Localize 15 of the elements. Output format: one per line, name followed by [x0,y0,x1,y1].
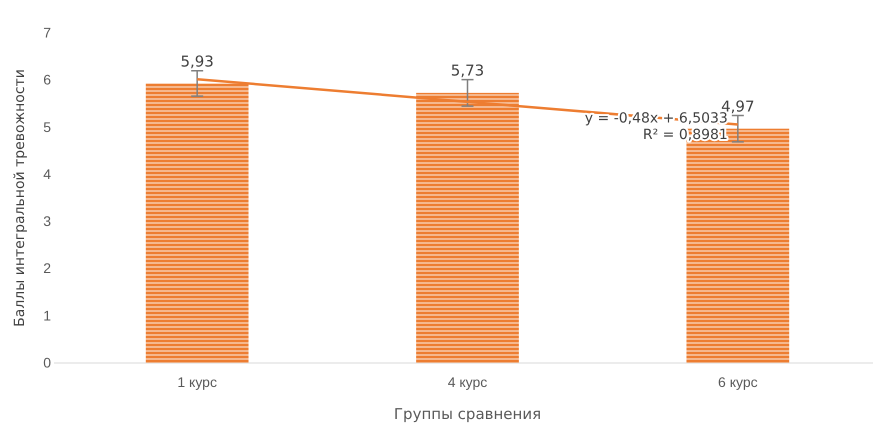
x-axis-title: Группы сравнения [394,405,542,423]
x-tick-label: 6 курс [718,374,758,390]
y-tick-label: 5 [43,118,52,135]
y-tick-label: 2 [43,260,52,276]
x-tick-label: 4 курс [448,374,488,390]
y-tick-label: 1 [43,307,52,324]
data-label: 5,93 [180,52,214,71]
y-tick-label: 6 [43,72,52,88]
y-tick-label: 7 [43,24,52,40]
data-label: 5,73 [450,62,484,80]
y-axis-title: Баллы интегральной тревожности [12,69,28,327]
y-tick-label: 4 [43,166,52,182]
y-tick-label: 0 [43,354,52,370]
y-tick-label: 3 [43,213,52,230]
x-tick-label: 1 курс [177,374,217,390]
